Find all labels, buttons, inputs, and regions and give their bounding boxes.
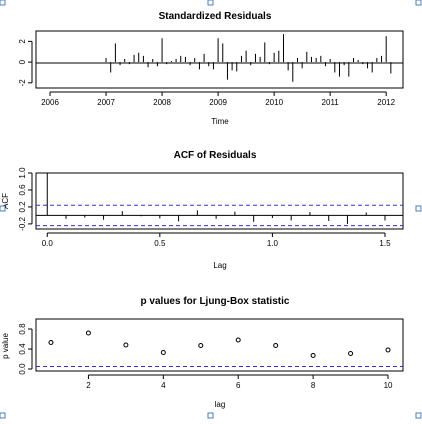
y-tick-label: 0.6 <box>18 184 27 196</box>
resize-handle-bottom-right[interactable] <box>415 412 422 419</box>
ljung-box-x-axis: 2 4 6 8 10 <box>86 374 393 390</box>
x-tick-label: 1.0 <box>267 239 279 248</box>
acf-panel: ACF of Residuals 0.0 0.5 1.0 1.5 -0.2 0.2 0.6… <box>1 150 404 270</box>
ljung-box-points <box>36 330 403 367</box>
acf-title: ACF of Residuals <box>174 150 257 161</box>
resize-handle-top-left[interactable] <box>0 0 6 6</box>
p-value-point <box>160 350 166 355</box>
acf-x-axis: 0.0 0.5 1.0 1.5 <box>42 232 391 248</box>
y-tick-label: 0.8 <box>18 323 27 335</box>
residuals-bars <box>105 34 392 82</box>
resize-handle-top[interactable] <box>207 0 214 6</box>
residuals-title: Standardized Residuals <box>159 11 272 22</box>
x-tick-label: 1.5 <box>379 239 391 248</box>
x-tick-label: 2009 <box>209 98 227 107</box>
p-value-point <box>85 330 91 336</box>
y-tick-label: 0.0 <box>18 363 27 375</box>
resize-handle-bottom-left[interactable] <box>0 412 6 419</box>
y-tick-label: -2 <box>18 79 27 87</box>
x-tick-label: 2007 <box>97 98 115 107</box>
y-tick-label: 0.2 <box>18 201 27 213</box>
resize-handle-top-right[interactable] <box>415 0 422 6</box>
acf-bars <box>36 173 403 227</box>
x-tick-label: 2010 <box>265 98 283 107</box>
x-tick-label: 0.5 <box>154 239 166 248</box>
y-tick-label: 0 <box>18 59 27 64</box>
acf-plot-frame <box>35 172 404 230</box>
x-tick-label: 2011 <box>322 98 340 107</box>
residuals-x-axis: 2006 2007 2008 2009 2010 2011 2012 <box>41 91 396 107</box>
p-value-point <box>198 343 204 348</box>
x-tick-label: 2012 <box>377 98 395 107</box>
ljung-box-plot-frame <box>35 318 404 372</box>
y-tick-label: 2 <box>18 39 27 44</box>
x-tick-label: 2008 <box>153 98 171 107</box>
residuals-y-axis: -2 0 2 <box>18 39 33 87</box>
y-tick-label: -0.2 <box>18 216 27 230</box>
acf-x-label: Lag <box>213 261 226 270</box>
ljung-box-panel: p values for Ljung-Box statistic 2 4 6 8 10 … <box>1 296 404 409</box>
resize-handle-right[interactable] <box>415 205 422 212</box>
resize-handle-bottom[interactable] <box>207 412 214 419</box>
x-tick-label: 10 <box>384 381 393 390</box>
acf-y-label: ACF <box>1 193 10 209</box>
x-tick-label: 6 <box>236 381 241 390</box>
ljung-box-title: p values for Ljung-Box statistic <box>141 296 290 307</box>
x-tick-label: 2006 <box>41 98 59 107</box>
x-tick-label: 2 <box>86 381 91 390</box>
resize-handle-left[interactable] <box>0 205 6 212</box>
y-tick-label: 0.4 <box>18 343 27 355</box>
p-value-point <box>48 340 54 345</box>
p-value-point <box>235 337 241 343</box>
x-tick-label: 0.0 <box>42 239 54 248</box>
p-value-point <box>348 351 354 356</box>
ljung-box-x-label: lag <box>215 400 226 409</box>
residuals-panel: Standardized Residuals 2006 2007 2008 2009 2… <box>18 11 404 126</box>
x-tick-label: 4 <box>161 381 166 390</box>
p-value-point <box>273 343 279 348</box>
y-tick-label: 1.0 <box>18 167 27 179</box>
p-value-point <box>385 347 391 353</box>
residuals-x-label: Time <box>211 117 229 126</box>
x-tick-label: 8 <box>311 381 316 390</box>
p-value-point <box>123 342 129 348</box>
ljung-box-y-label: p value <box>1 333 10 359</box>
acf-y-axis: -0.2 0.2 0.6 1.0 <box>18 167 33 231</box>
ljung-box-y-axis: 0.0 0.4 0.8 <box>18 323 33 375</box>
residuals-plot-frame <box>35 30 404 89</box>
p-value-point <box>310 353 316 358</box>
